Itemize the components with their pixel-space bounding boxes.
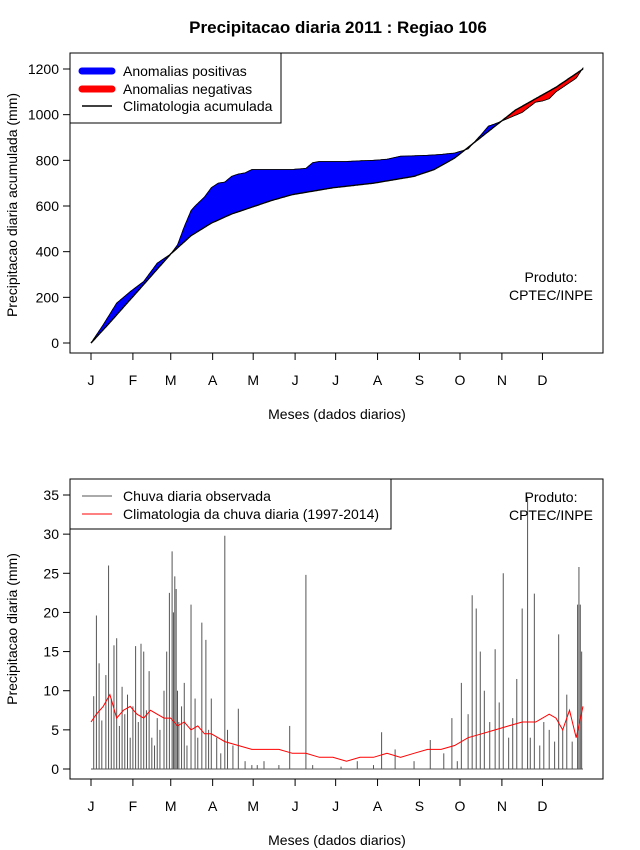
y-axis-bottom: 0 5 10 15 20 25 30 35	[43, 487, 70, 777]
y-tick-label: 1000	[28, 107, 59, 123]
x-tick-label: D	[537, 372, 547, 388]
x-tick-label: J	[88, 372, 95, 388]
y-tick-label: 0	[51, 335, 59, 351]
legend-label-positive: Anomalias positivas	[123, 63, 247, 79]
cumulative-panel: 0 200 400 600 800 1000 1200 J F M A M J J A S O N D Meses…	[4, 52, 604, 422]
product-source-bottom: CPTEC/INPE	[509, 507, 593, 523]
x-tick-label: J	[332, 798, 339, 814]
x-tick-label: J	[292, 798, 299, 814]
x-tick-label: M	[247, 798, 259, 814]
climatology-daily-line	[90, 693, 584, 762]
observed-rain-spikes	[91, 496, 583, 770]
y-axis-label-top: Precipitacao diaria acumulada (mm)	[4, 93, 20, 317]
x-tick-label: A	[373, 372, 383, 388]
y-axis-top: 0 200 400 600 800 1000 1200	[28, 61, 70, 351]
x-tick-label: N	[497, 372, 507, 388]
y-tick-label: 5	[51, 722, 59, 738]
x-tick-label: O	[455, 798, 466, 814]
y-tick-label: 20	[43, 604, 59, 620]
x-tick-label: F	[129, 798, 138, 814]
y-tick-label: 800	[36, 152, 60, 168]
legend-label-climatology-daily: Climatologia da chuva diaria (1997-2014)	[123, 506, 379, 522]
y-tick-label: 25	[43, 565, 59, 581]
x-tick-label: D	[537, 798, 547, 814]
y-axis-label-bottom: Precipitacao diaria (mm)	[4, 553, 20, 705]
x-tick-label: A	[208, 798, 218, 814]
x-tick-label: A	[373, 798, 383, 814]
y-tick-label: 15	[43, 644, 59, 660]
x-tick-label: M	[165, 798, 177, 814]
y-tick-label: 10	[43, 683, 59, 699]
product-source-top: CPTEC/INPE	[509, 287, 593, 303]
x-axis-label-top: Meses (dados diarios)	[268, 406, 406, 422]
x-tick-label: J	[292, 372, 299, 388]
chart-title: Precipitacao diaria 2011 : Regiao 106	[189, 18, 487, 37]
product-label-bottom: Produto:	[525, 489, 578, 505]
legend-label-climatology: Climatologia acumulada	[123, 98, 273, 114]
climatology-cumulative-line	[90, 68, 584, 344]
x-tick-label: M	[247, 372, 259, 388]
legend-label-observed: Chuva diaria observada	[123, 488, 271, 504]
x-tick-label: J	[332, 372, 339, 388]
y-tick-label: 35	[43, 487, 59, 503]
product-label-top: Produto:	[525, 269, 578, 285]
cumulative-lines	[90, 67, 584, 344]
daily-panel: 0 5 10 15 20 25 30 35 J F M A M J J A S O N D Meses (dados…	[4, 478, 604, 848]
y-tick-label: 30	[43, 526, 59, 542]
legend-label-negative: Anomalias negativas	[123, 81, 252, 97]
x-tick-label: M	[165, 372, 177, 388]
x-tick-label: F	[129, 372, 138, 388]
x-tick-label: J	[88, 798, 95, 814]
plot-frame-top	[69, 52, 604, 354]
x-tick-label: S	[415, 798, 424, 814]
legend-box-bottom	[69, 478, 392, 530]
x-tick-label: A	[208, 372, 218, 388]
legend-top: Anomalias positivas Anomalias negativas …	[69, 52, 282, 124]
y-tick-label: 0	[51, 761, 59, 777]
y-tick-label: 1200	[28, 61, 59, 77]
x-tick-label: S	[415, 372, 424, 388]
y-tick-label: 200	[36, 289, 60, 305]
climatology-rain-line	[90, 693, 584, 762]
legend-bottom: Chuva diaria observada Climatologia da c…	[69, 478, 392, 530]
x-axis-label-bottom: Meses (dados diarios)	[268, 832, 406, 848]
x-tick-label: N	[497, 798, 507, 814]
y-tick-label: 600	[36, 198, 60, 214]
x-tick-label: O	[455, 372, 466, 388]
y-tick-label: 400	[36, 244, 60, 260]
